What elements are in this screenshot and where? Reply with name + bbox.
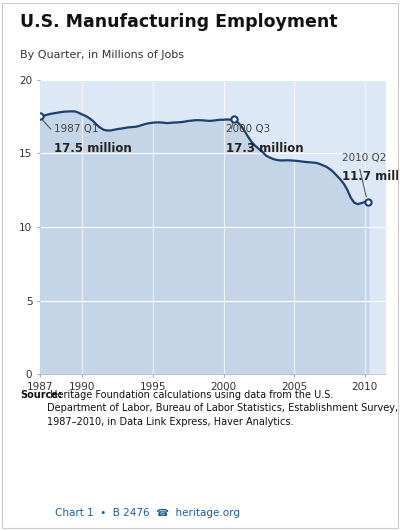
Text: 1987 Q1: 1987 Q1 <box>54 124 99 134</box>
Text: Chart 1  •  B 2476  ☎  heritage.org: Chart 1 • B 2476 ☎ heritage.org <box>55 508 240 518</box>
Text: Heritage Foundation calculations using data from the U.S.
Department of Labor, B: Heritage Foundation calculations using d… <box>47 390 398 427</box>
Text: 11.7 million: 11.7 million <box>342 170 400 183</box>
Text: 2000 Q3: 2000 Q3 <box>226 124 271 134</box>
Text: 17.3 million: 17.3 million <box>226 142 304 155</box>
Text: By Quarter, in Millions of Jobs: By Quarter, in Millions of Jobs <box>20 50 184 61</box>
Text: Source:: Source: <box>20 390 62 400</box>
Text: U.S. Manufacturing Employment: U.S. Manufacturing Employment <box>20 13 338 31</box>
Text: 17.5 million: 17.5 million <box>54 142 132 155</box>
Text: 2010 Q2: 2010 Q2 <box>342 153 386 163</box>
